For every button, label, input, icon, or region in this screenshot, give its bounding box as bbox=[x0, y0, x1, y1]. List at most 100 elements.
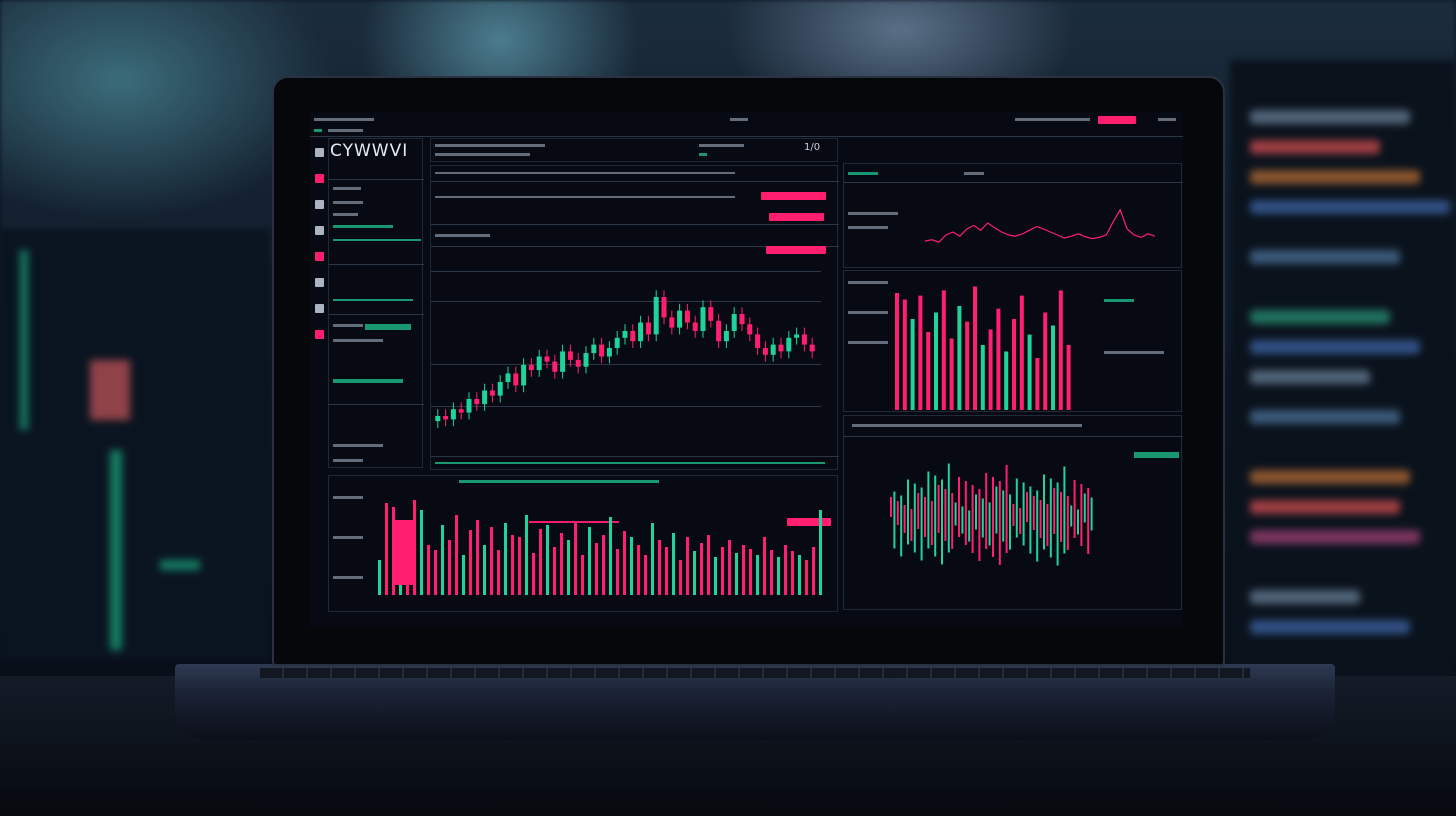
volume-bar bbox=[448, 540, 451, 595]
volume-bar bbox=[413, 500, 416, 595]
volume-bar bbox=[462, 555, 465, 595]
alert-icon[interactable] bbox=[315, 330, 324, 339]
chart-ratio: 1/0 bbox=[804, 142, 821, 153]
flow-bar bbox=[1043, 474, 1045, 550]
flow-bar bbox=[968, 510, 971, 542]
top-menu[interactable] bbox=[314, 118, 374, 121]
chart-icon[interactable] bbox=[315, 174, 324, 183]
depth-bar-chart[interactable] bbox=[895, 280, 1075, 410]
flow-bar bbox=[964, 481, 967, 545]
volume-bar bbox=[581, 555, 584, 595]
volume-bar bbox=[588, 527, 591, 595]
flow-bar bbox=[1032, 496, 1035, 530]
flow-bar bbox=[961, 506, 964, 534]
candle-body bbox=[739, 314, 745, 325]
candle-body bbox=[450, 409, 456, 420]
flow-bar bbox=[1049, 478, 1052, 558]
depth-bar bbox=[1012, 319, 1016, 410]
portfolio-icon[interactable] bbox=[315, 278, 324, 287]
candle-body bbox=[731, 314, 737, 331]
flow-bar bbox=[975, 494, 977, 530]
flow-bar bbox=[988, 502, 991, 546]
volume-bar bbox=[511, 535, 514, 595]
price-line bbox=[925, 208, 1155, 243]
candle-body bbox=[677, 310, 683, 328]
volume-bar bbox=[434, 550, 437, 595]
user-menu[interactable] bbox=[1158, 118, 1176, 121]
flow-bar bbox=[1026, 492, 1028, 522]
flow-bar bbox=[995, 486, 998, 534]
flow-bar bbox=[1053, 488, 1056, 534]
candlestick-chart[interactable] bbox=[430, 260, 820, 460]
flow-bar bbox=[1070, 505, 1073, 527]
buy-button[interactable] bbox=[769, 213, 824, 221]
volume-bar bbox=[609, 517, 612, 595]
order-flow-chart[interactable] bbox=[890, 455, 1100, 580]
candle-body bbox=[786, 337, 792, 352]
list-icon[interactable] bbox=[315, 200, 324, 209]
volume-bar bbox=[427, 545, 430, 595]
flow-bar bbox=[1090, 497, 1093, 531]
flow-bar bbox=[1002, 490, 1005, 542]
depth-bar bbox=[965, 321, 970, 410]
flow-bar bbox=[971, 485, 974, 553]
volume-bar bbox=[728, 540, 731, 595]
candle-body bbox=[599, 344, 605, 357]
volume-bar bbox=[735, 553, 738, 595]
volume-bar bbox=[651, 523, 654, 595]
volume-bar bbox=[644, 555, 647, 595]
volume-highlight bbox=[392, 520, 414, 585]
candle-body bbox=[723, 331, 729, 342]
watchlist-panel bbox=[328, 138, 424, 468]
volume-bar bbox=[805, 560, 808, 595]
volume-bar bbox=[707, 535, 710, 595]
candle-body bbox=[536, 356, 542, 371]
flow-bar bbox=[907, 479, 909, 545]
candle-body bbox=[606, 348, 612, 357]
flow-bar bbox=[1087, 488, 1090, 554]
flow-bar bbox=[903, 505, 906, 533]
volume-bar bbox=[637, 545, 640, 595]
laptop-keyboard-edge bbox=[260, 668, 1250, 678]
overview-line-chart[interactable] bbox=[925, 205, 1155, 265]
volume-action-button[interactable] bbox=[787, 518, 831, 526]
top-action-button[interactable] bbox=[1098, 116, 1136, 124]
top-menu-right[interactable] bbox=[1015, 118, 1090, 121]
depth-bar bbox=[1027, 334, 1032, 410]
flow-bar bbox=[913, 483, 916, 553]
volume-bar bbox=[518, 537, 521, 595]
volume-bar bbox=[469, 530, 472, 595]
candle-body bbox=[591, 344, 597, 354]
flow-bar bbox=[998, 481, 1001, 565]
volume-bar-chart[interactable] bbox=[378, 495, 833, 595]
depth-bar bbox=[934, 312, 938, 410]
candle-body bbox=[552, 361, 558, 372]
volume-bar bbox=[567, 540, 570, 595]
volume-bar bbox=[791, 551, 794, 595]
flow-bar bbox=[1039, 500, 1042, 538]
candle-body bbox=[638, 322, 644, 342]
settings-icon[interactable] bbox=[315, 252, 324, 261]
flow-bar bbox=[1080, 484, 1083, 546]
depth-bar bbox=[996, 308, 1001, 410]
flow-bar bbox=[941, 479, 943, 565]
sell-button[interactable] bbox=[761, 192, 826, 200]
volume-bar bbox=[532, 553, 535, 595]
flow-bar bbox=[893, 491, 896, 549]
document-icon[interactable] bbox=[315, 304, 324, 313]
candle-body bbox=[716, 320, 722, 342]
depth-bar bbox=[926, 332, 931, 410]
volume-bar bbox=[420, 510, 423, 595]
flow-bar bbox=[920, 487, 923, 561]
depth-bar bbox=[902, 299, 907, 410]
candle-body bbox=[645, 322, 651, 335]
instrument-header bbox=[430, 138, 838, 162]
volume-bar bbox=[658, 540, 661, 595]
order-button[interactable] bbox=[766, 246, 826, 254]
depth-bar bbox=[941, 290, 946, 410]
wallet-icon[interactable] bbox=[315, 226, 324, 235]
volume-bar bbox=[700, 543, 703, 595]
candle-body bbox=[770, 344, 776, 355]
menu-icon[interactable] bbox=[315, 148, 324, 157]
candle-body bbox=[458, 409, 464, 413]
